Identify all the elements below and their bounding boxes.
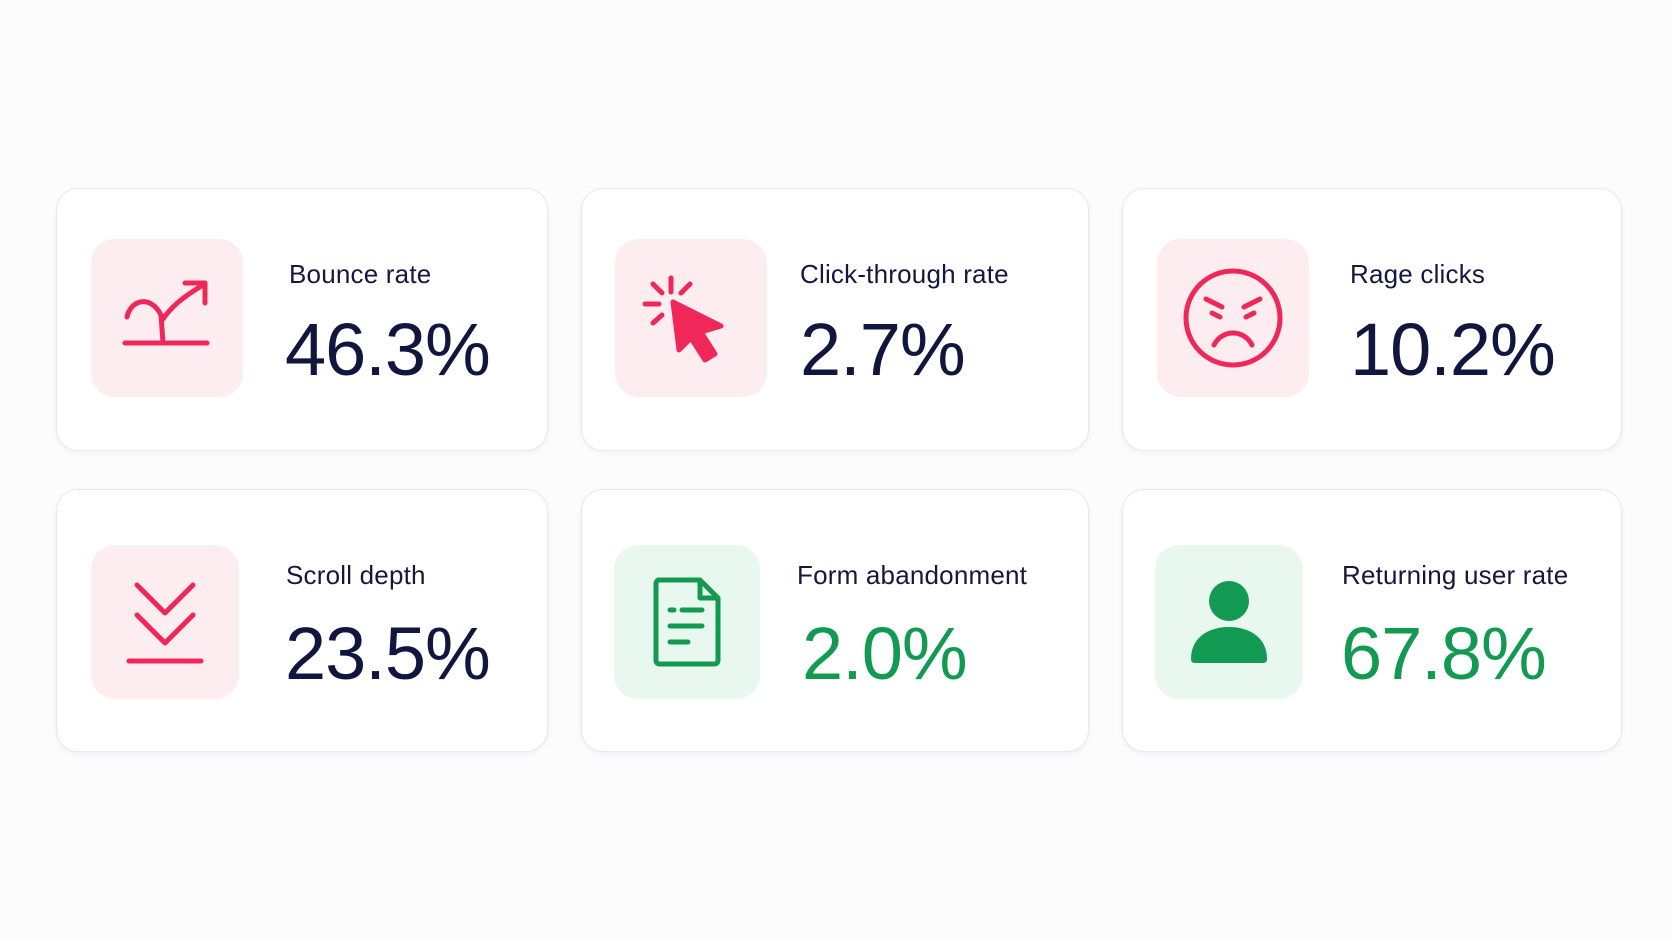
form-document-icon <box>614 545 760 699</box>
metric-value: 67.8% <box>1341 612 1547 695</box>
metric-label: Click-through rate <box>800 259 1009 289</box>
metric-label: Form abandonment <box>797 560 1028 590</box>
metric-label: Rage clicks <box>1350 259 1486 289</box>
metric-value: 46.3% <box>285 308 491 391</box>
metric-card-returning-user-rate[interactable]: Returning user rate 67.8% <box>1122 489 1622 752</box>
metric-value: 2.7% <box>800 308 966 391</box>
metric-label: Bounce rate <box>289 259 432 289</box>
metric-card-click-through-rate[interactable]: Click-through rate 2.7% <box>581 188 1089 451</box>
metric-card-scroll-depth[interactable]: Scroll depth 23.5% <box>56 489 548 752</box>
user-icon <box>1155 545 1303 699</box>
metric-card-form-abandonment[interactable]: Form abandonment 2.0% <box>581 489 1089 752</box>
scroll-down-icon <box>91 545 239 699</box>
metric-label: Scroll depth <box>286 560 426 590</box>
metric-card-rage-clicks[interactable]: Rage clicks 10.2% <box>1122 188 1622 451</box>
angry-face-icon <box>1157 239 1309 397</box>
metric-value: 23.5% <box>285 612 491 695</box>
metric-value: 10.2% <box>1350 308 1556 391</box>
metric-label: Returning user rate <box>1342 560 1569 590</box>
cursor-click-icon <box>615 239 767 397</box>
metric-card-bounce-rate[interactable]: Bounce rate 46.3% <box>56 188 548 451</box>
metric-value: 2.0% <box>802 612 968 695</box>
bounce-arrow-icon <box>91 239 243 397</box>
